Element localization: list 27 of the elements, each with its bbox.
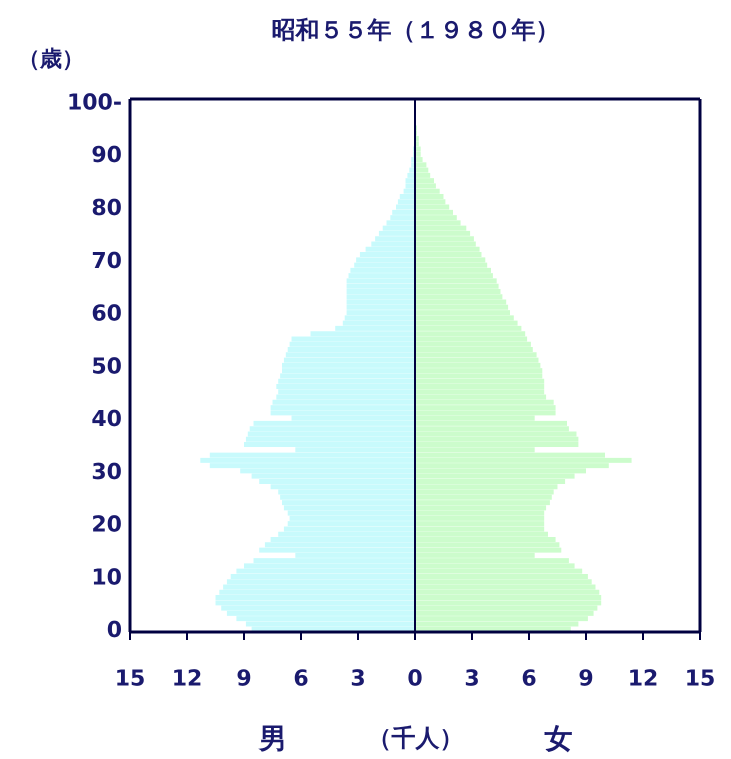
x-axis-title: （千人）: [366, 723, 464, 754]
x-tick-label: 6: [293, 666, 309, 692]
x-tick-label: 15: [114, 666, 146, 692]
text: 女: [543, 721, 574, 757]
chart-title: 昭和５５年（１９８０年）: [270, 15, 560, 46]
x-tick-label: 12: [172, 666, 202, 692]
x-tick-label: 15: [684, 666, 716, 692]
y-tick-label: 10: [91, 565, 122, 590]
x-tick-label: 3: [350, 666, 366, 692]
text: 男: [258, 721, 288, 757]
x-tick-label: 0: [407, 666, 423, 692]
y-tick-label: 70: [91, 248, 122, 274]
y-tick-label: 0: [106, 618, 122, 644]
x-tick-label: 3: [464, 666, 480, 692]
x-tick-label: 9: [236, 666, 252, 692]
x-tick-label: 12: [628, 666, 658, 692]
x-tick-label: 6: [521, 666, 537, 692]
y-tick-label: 100-: [66, 90, 122, 116]
y-tick-label: 20: [91, 512, 122, 538]
y-tick-label: 50: [91, 354, 122, 380]
y-tick-label: 80: [91, 196, 122, 221]
y-tick-label: 60: [91, 302, 122, 327]
y-tick-label: 40: [91, 407, 122, 432]
x-tick-label: 9: [578, 666, 594, 692]
y-tick-label: 30: [91, 460, 122, 485]
y-axis-title: （歳）: [18, 46, 84, 74]
y-tick-label: 90: [91, 143, 122, 168]
